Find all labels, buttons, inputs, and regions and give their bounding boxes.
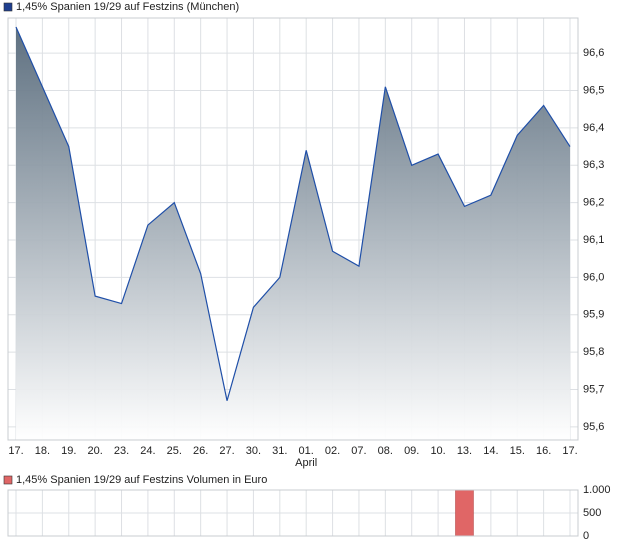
price-line [15,26,571,401]
volume-bar [455,489,474,537]
y-tick-label: 96,5 [583,84,604,96]
y-tick-label: 96,1 [583,234,604,246]
legend-label: 1,45% Spanien 19/29 auf Festzins (Münche… [16,1,239,13]
x-tick-label: 18. [35,445,50,457]
x-tick-label: 27. [219,445,234,457]
y-tick-label: 95,9 [583,309,604,321]
area-fill [16,26,570,441]
x-tick-label: 25. [167,445,182,457]
y-tick-label: 95,8 [583,346,604,358]
y-tick-label: 1.000 [583,484,611,496]
y-tick-label: 95,6 [583,421,604,433]
x-tick-label: 26. [193,445,208,457]
plot-frame [7,489,579,537]
x-tick-label: 30. [246,445,261,457]
x-tick-label: 17. [8,445,23,457]
y-tick-label: 96,4 [583,122,604,134]
x-tick-label: 08. [378,445,393,457]
x-tick-label: 02. [325,445,340,457]
x-tick-label: 23. [114,445,129,457]
x-tick-label: 10. [430,445,445,457]
x-tick-label: 09. [404,445,419,457]
y-tick-label: 96,0 [583,271,604,283]
x-tick-label: 16. [536,445,551,457]
x-sublabel: April [295,457,317,469]
legend-swatch [3,475,13,485]
y-tick-label: 95,7 [583,383,604,395]
y-tick-label: 500 [583,507,601,519]
plot-frame [7,17,579,441]
x-tick-label: 07. [351,445,366,457]
x-tick-label: 15. [510,445,525,457]
y-tick-label: 96,3 [583,159,604,171]
y-tick-label: 96,6 [583,47,604,59]
x-tick-label: 17. [562,445,577,457]
x-tick-label: 14. [483,445,498,457]
legend-swatch [3,2,13,12]
y-tick-label: 96,2 [583,197,604,209]
x-tick-label: 31. [272,445,287,457]
x-tick-label: 19. [61,445,76,457]
x-tick-label: 13. [457,445,472,457]
y-tick-label: 0 [583,530,589,542]
x-tick-label: 01. [299,445,314,457]
x-tick-label: 20. [87,445,102,457]
x-tick-label: 24. [140,445,155,457]
legend-label: 1,45% Spanien 19/29 auf Festzins Volumen… [16,474,267,486]
